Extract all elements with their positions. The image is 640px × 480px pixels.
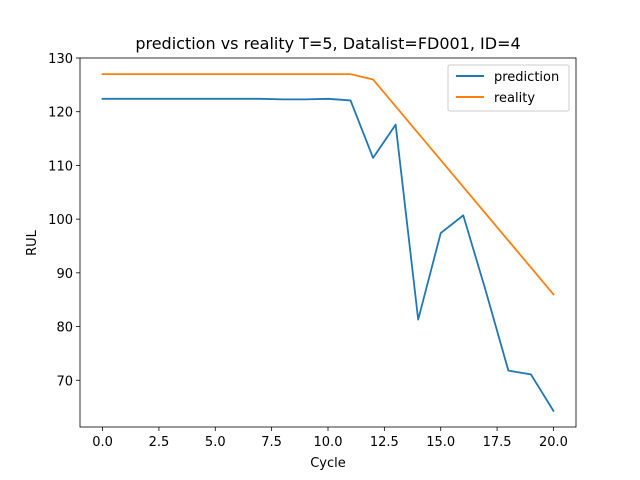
legend-label-reality: reality [494, 91, 535, 106]
y-axis-label: RUL [25, 229, 40, 256]
series-layer [101, 73, 555, 413]
y-tick-label: 90 [56, 267, 73, 282]
chart-title: prediction vs reality T=5, Datalist=FD00… [135, 34, 520, 53]
x-tick-label: 15.0 [426, 435, 455, 450]
y-tick-label: 80 [56, 321, 73, 336]
x-tick-label: 7.5 [261, 435, 282, 450]
x-tick-label: 5.0 [205, 435, 226, 450]
x-tick-label: 17.5 [483, 435, 512, 450]
x-tick-label: 20.0 [539, 435, 568, 450]
x-tick-label: 0.0 [92, 435, 113, 450]
series-line-reality [101, 73, 555, 296]
y-tick-label: 70 [56, 374, 73, 389]
y-tick-label: 130 [48, 52, 73, 67]
y-tick-label: 110 [48, 159, 73, 174]
y-tick-label: 120 [48, 106, 73, 121]
x-tick-label: 12.5 [370, 435, 399, 450]
x-axis: 0.0 2.5 5.0 7.5 10.0 12.5 15.0 17.5 20.0 [92, 427, 568, 450]
legend: prediction reality [447, 64, 570, 112]
y-tick-label: 100 [48, 213, 73, 228]
x-tick-label: 10.0 [314, 435, 343, 450]
x-tick-label: 2.5 [149, 435, 170, 450]
x-axis-label: Cycle [310, 456, 346, 471]
series-line-prediction [101, 97, 555, 413]
legend-label-prediction: prediction [494, 70, 559, 85]
y-axis: 70 80 90 100 110 120 130 [48, 52, 80, 389]
